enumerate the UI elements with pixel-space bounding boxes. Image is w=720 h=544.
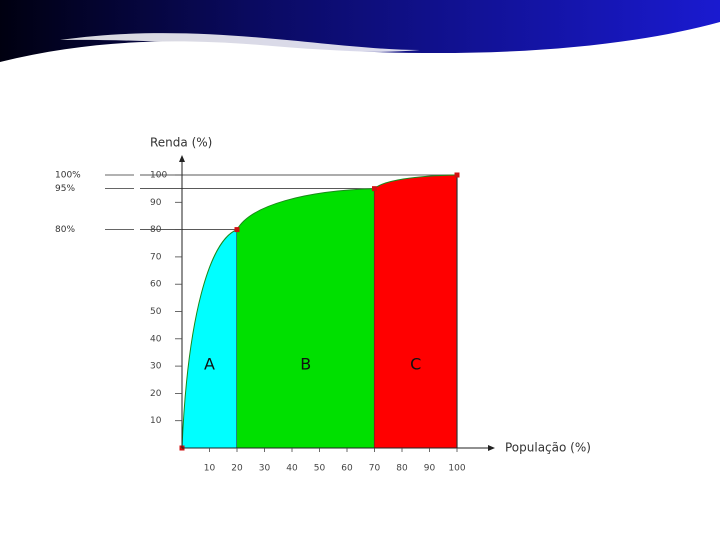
x-tick-label: 50: [314, 464, 326, 474]
x-tick-label: 80: [396, 464, 408, 474]
y-tick-label: 70: [150, 252, 162, 262]
y-tick-label: 90: [150, 198, 162, 208]
region-label: B: [300, 355, 311, 374]
region-area: [182, 229, 237, 448]
region-label: C: [410, 355, 421, 374]
curve: [181, 174, 458, 449]
x-tick-label: 60: [341, 464, 353, 474]
y-axis-title: Renda (%): [150, 136, 212, 150]
y-tick-label: 80: [150, 225, 162, 235]
y-axis-arrow: [179, 155, 185, 162]
curve-point: [234, 227, 240, 233]
region-area: [374, 175, 457, 448]
y-tick-label: 40: [150, 334, 162, 344]
y-tick-label: 10: [150, 416, 162, 426]
x-tick-label: 10: [204, 464, 216, 474]
x-tick-label: 20: [231, 464, 243, 474]
plot: 100% 95% 80% A B C 10 20 30 40 50 60 70 80 90 100 10 20 30…: [55, 155, 495, 474]
annotation-label: 80%: [55, 225, 75, 235]
y-tick-label: 100: [150, 171, 167, 181]
x-axis-title: População (%): [505, 441, 591, 455]
x-tick-label: 90: [424, 464, 436, 474]
x-axis-arrow: [488, 445, 495, 451]
annotation-label: 95%: [55, 184, 75, 194]
x-tick-label: 40: [286, 464, 298, 474]
y-tick-label: 30: [150, 362, 162, 372]
annotation-label: 100%: [55, 171, 81, 181]
y-tick-label: 20: [150, 389, 162, 399]
header-band: [0, 0, 720, 62]
x-tick-label: 70: [369, 464, 381, 474]
x-tick-label: 30: [259, 464, 271, 474]
x-tick-label: 100: [448, 464, 465, 474]
y-tick-label: 50: [150, 307, 162, 317]
header-swoosh: [60, 33, 420, 52]
curve-point: [454, 172, 460, 178]
region-label: A: [204, 355, 215, 374]
region-area: [237, 188, 375, 448]
curve-point: [372, 186, 377, 192]
y-tick-label: 60: [150, 280, 162, 290]
